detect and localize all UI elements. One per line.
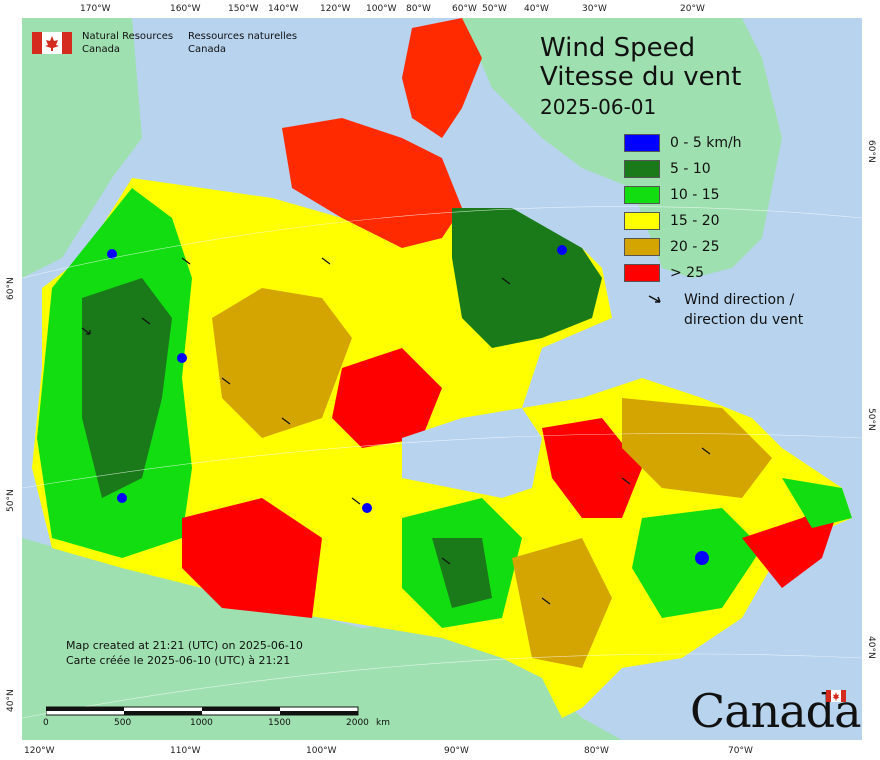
zone-darkgreen-west — [82, 278, 172, 498]
wind-direction-fr: direction du vent — [684, 312, 804, 328]
wind-arrow-icon — [648, 295, 661, 303]
scale-label-0: 0 — [43, 718, 49, 728]
legend-item-3: 15 - 20 — [624, 212, 854, 230]
usa-landmass — [22, 538, 622, 740]
title-date: 2025-06-01 — [540, 95, 657, 119]
legend-label-5: > 25 — [670, 265, 704, 281]
tick-right-1: 50°N — [866, 408, 876, 431]
nrcan-fr-line2: Canada — [188, 44, 227, 55]
tick-right-0: 60°N — [866, 140, 876, 163]
zone-amber-quebec — [622, 398, 772, 498]
nrcan-fr-line1: Ressources naturelles — [188, 31, 298, 42]
ellesmere-island — [402, 18, 482, 138]
tick-bottom-5: 70°W — [728, 746, 753, 756]
tick-left-1: 50°N — [6, 489, 16, 512]
legend-swatch-3 — [624, 212, 660, 230]
tick-left-2: 40°N — [6, 689, 16, 712]
calm-spot-3 — [117, 493, 127, 503]
title-en: Wind Speed — [540, 33, 696, 63]
tick-top-8: 50°W — [482, 4, 507, 14]
tick-right-2: 40°N — [866, 636, 876, 659]
creation-note-fr: Carte créée le 2025-06-10 (UTC) à 21:21 — [66, 654, 291, 667]
zone-darkgreen-ontario — [432, 538, 492, 608]
scale-bar-graphic — [45, 706, 359, 716]
tick-bottom-4: 80°W — [584, 746, 609, 756]
zone-amber-east — [512, 538, 612, 668]
wind-direction-label: Wind direction / direction du vent — [684, 290, 803, 330]
tick-bottom-1: 110°W — [170, 746, 201, 756]
tick-top-5: 100°W — [366, 4, 397, 14]
legend-item-5: > 25 — [624, 264, 854, 282]
calm-spot-5 — [557, 245, 567, 255]
wind-speed-map — [22, 18, 862, 740]
map-svg — [22, 18, 862, 740]
scale-bar: 0 500 1000 1500 2000 km — [43, 704, 390, 734]
tick-top-4: 120°W — [320, 4, 351, 14]
alaska-landmass — [22, 18, 142, 278]
tick-top-6: 80°W — [406, 4, 431, 14]
calm-spot-2 — [177, 353, 187, 363]
tick-bottom-3: 90°W — [444, 746, 469, 756]
legend-label-3: 15 - 20 — [670, 213, 720, 229]
tick-top-7: 60°W — [452, 4, 477, 14]
nrcan-en-line1: Natural Resources — [82, 31, 174, 42]
zone-red-hudson — [332, 348, 442, 448]
hudson-bay — [402, 408, 542, 498]
legend-item-4: 20 - 25 — [624, 238, 854, 256]
tick-left-0: 60°N — [6, 277, 16, 300]
scale-label-4: 2000 — [346, 718, 369, 728]
legend-label-0: 0 - 5 km/h — [670, 135, 742, 151]
tick-top-10: 30°W — [582, 4, 607, 14]
wind-direction-en: Wind direction / — [684, 292, 795, 308]
map-title: Wind Speed Vitesse du vent 2025-06-01 — [540, 34, 741, 122]
zone-red-quebec — [542, 418, 642, 518]
tick-bottom-0: 120°W — [24, 746, 55, 756]
zone-green-northeast — [782, 478, 852, 528]
calm-spot-1 — [107, 249, 117, 259]
legend-swatch-4 — [624, 238, 660, 256]
creation-note: Map created at 21:21 (UTC) on 2025-06-10… — [66, 638, 303, 668]
nrcan-en-line2: Canada — [82, 44, 121, 55]
wordmark-flag-icon — [826, 690, 846, 702]
creation-note-en: Map created at 21:21 (UTC) on 2025-06-10 — [66, 639, 303, 652]
tick-top-1: 160°W — [170, 4, 201, 14]
scale-unit: km — [376, 718, 390, 728]
tick-top-3: 140°W — [268, 4, 299, 14]
tick-top-9: 40°W — [524, 4, 549, 14]
legend-label-2: 10 - 15 — [670, 187, 720, 203]
tick-top-0: 170°W — [80, 4, 111, 14]
zone-green-maritimes — [632, 508, 762, 618]
legend-swatch-2 — [624, 186, 660, 204]
scale-label-3: 1500 — [268, 718, 291, 728]
calm-spot-4 — [695, 551, 709, 565]
zone-amber-central — [212, 288, 352, 438]
canada-flag-icon — [32, 32, 72, 54]
scale-label-2: 1000 — [190, 718, 213, 728]
legend-label-1: 5 - 10 — [670, 161, 711, 177]
legend-swatch-5 — [624, 264, 660, 282]
tick-bottom-2: 100°W — [306, 746, 337, 756]
arctic-islands — [282, 118, 462, 248]
legend-label-4: 20 - 25 — [670, 239, 720, 255]
baffin-island — [452, 208, 602, 348]
legend-swatch-1 — [624, 160, 660, 178]
nrcan-signature: Natural Resources Canada Ressources natu… — [32, 30, 297, 60]
tick-top-11: 20°W — [680, 4, 705, 14]
legend-item-1: 5 - 10 — [624, 160, 854, 178]
legend-swatch-0 — [624, 134, 660, 152]
calm-spot-6 — [362, 503, 372, 513]
tick-top-2: 150°W — [228, 4, 259, 14]
wind-arrows — [81, 257, 711, 605]
zone-red-prairies — [182, 498, 322, 618]
legend-item-2: 10 - 15 — [624, 186, 854, 204]
graticule — [22, 206, 862, 719]
title-fr: Vitesse du vent — [540, 62, 742, 92]
greenland-landmass — [462, 18, 782, 278]
legend-item-0: 0 - 5 km/h — [624, 134, 854, 152]
scale-label-1: 500 — [114, 718, 132, 728]
